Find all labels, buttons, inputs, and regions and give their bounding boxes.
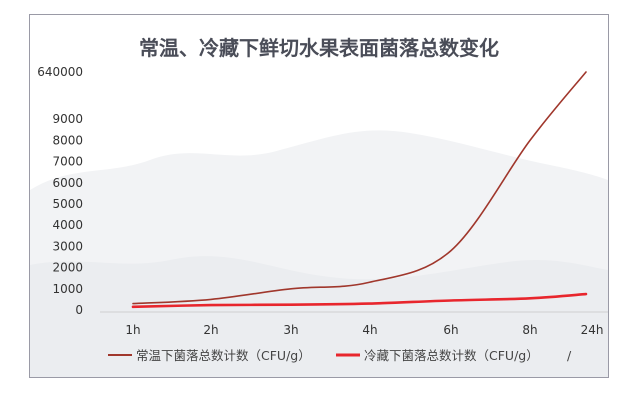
series-group [131, 71, 588, 309]
y-axis: 0 1000 2000 3000 4000 5000 6000 7000 8000 9000 640… [37, 65, 83, 317]
series-line-roomtemp [132, 71, 587, 305]
y-tick-label: 0 [75, 303, 83, 317]
legend-label-roomtemp: 常温下菌落总数计数（CFU/g） [136, 348, 311, 363]
chart-title: 常温、冷藏下鲜切水果表面菌落总数变化 [139, 36, 499, 60]
mountain-front [30, 256, 608, 377]
legend: 常温下菌落总数计数（CFU/g） 冷藏下菌落总数计数（CFU/g） / [108, 348, 572, 363]
y-tick-label: 5000 [52, 197, 83, 211]
legend-extra-mark: / [567, 348, 572, 363]
y-tick-label: 640000 [37, 65, 83, 79]
y-tick-label: 8000 [52, 133, 83, 147]
x-tick-label: 4h [362, 323, 377, 337]
line-chart: 常温、冷藏下鲜切水果表面菌落总数变化 0 1000 2000 3000 4000 5000… [37, 36, 608, 363]
y-tick-label: 2000 [52, 261, 83, 275]
x-axis: 1h 2h 3h 4h 6h 8h 24h [125, 323, 603, 337]
x-tick-label: 24h [581, 323, 604, 337]
y-tick-label: 4000 [52, 218, 83, 232]
x-tick-label: 1h [125, 323, 140, 337]
series-line-refrigerated [131, 292, 588, 309]
mountain-background [30, 130, 608, 377]
y-tick-label: 9000 [52, 112, 83, 126]
chart-frame: 常温、冷藏下鲜切水果表面菌落总数变化 0 1000 2000 3000 4000 5000… [29, 14, 609, 378]
y-tick-label: 1000 [52, 282, 83, 296]
legend-label-refrigerated: 冷藏下菌落总数计数（CFU/g） [364, 348, 539, 363]
y-tick-label: 7000 [52, 155, 83, 169]
x-tick-label: 8h [522, 323, 537, 337]
x-tick-label: 2h [203, 323, 218, 337]
x-tick-label: 6h [443, 323, 458, 337]
x-tick-label: 3h [283, 323, 298, 337]
y-tick-label: 6000 [52, 176, 83, 190]
y-tick-label: 3000 [52, 239, 83, 253]
